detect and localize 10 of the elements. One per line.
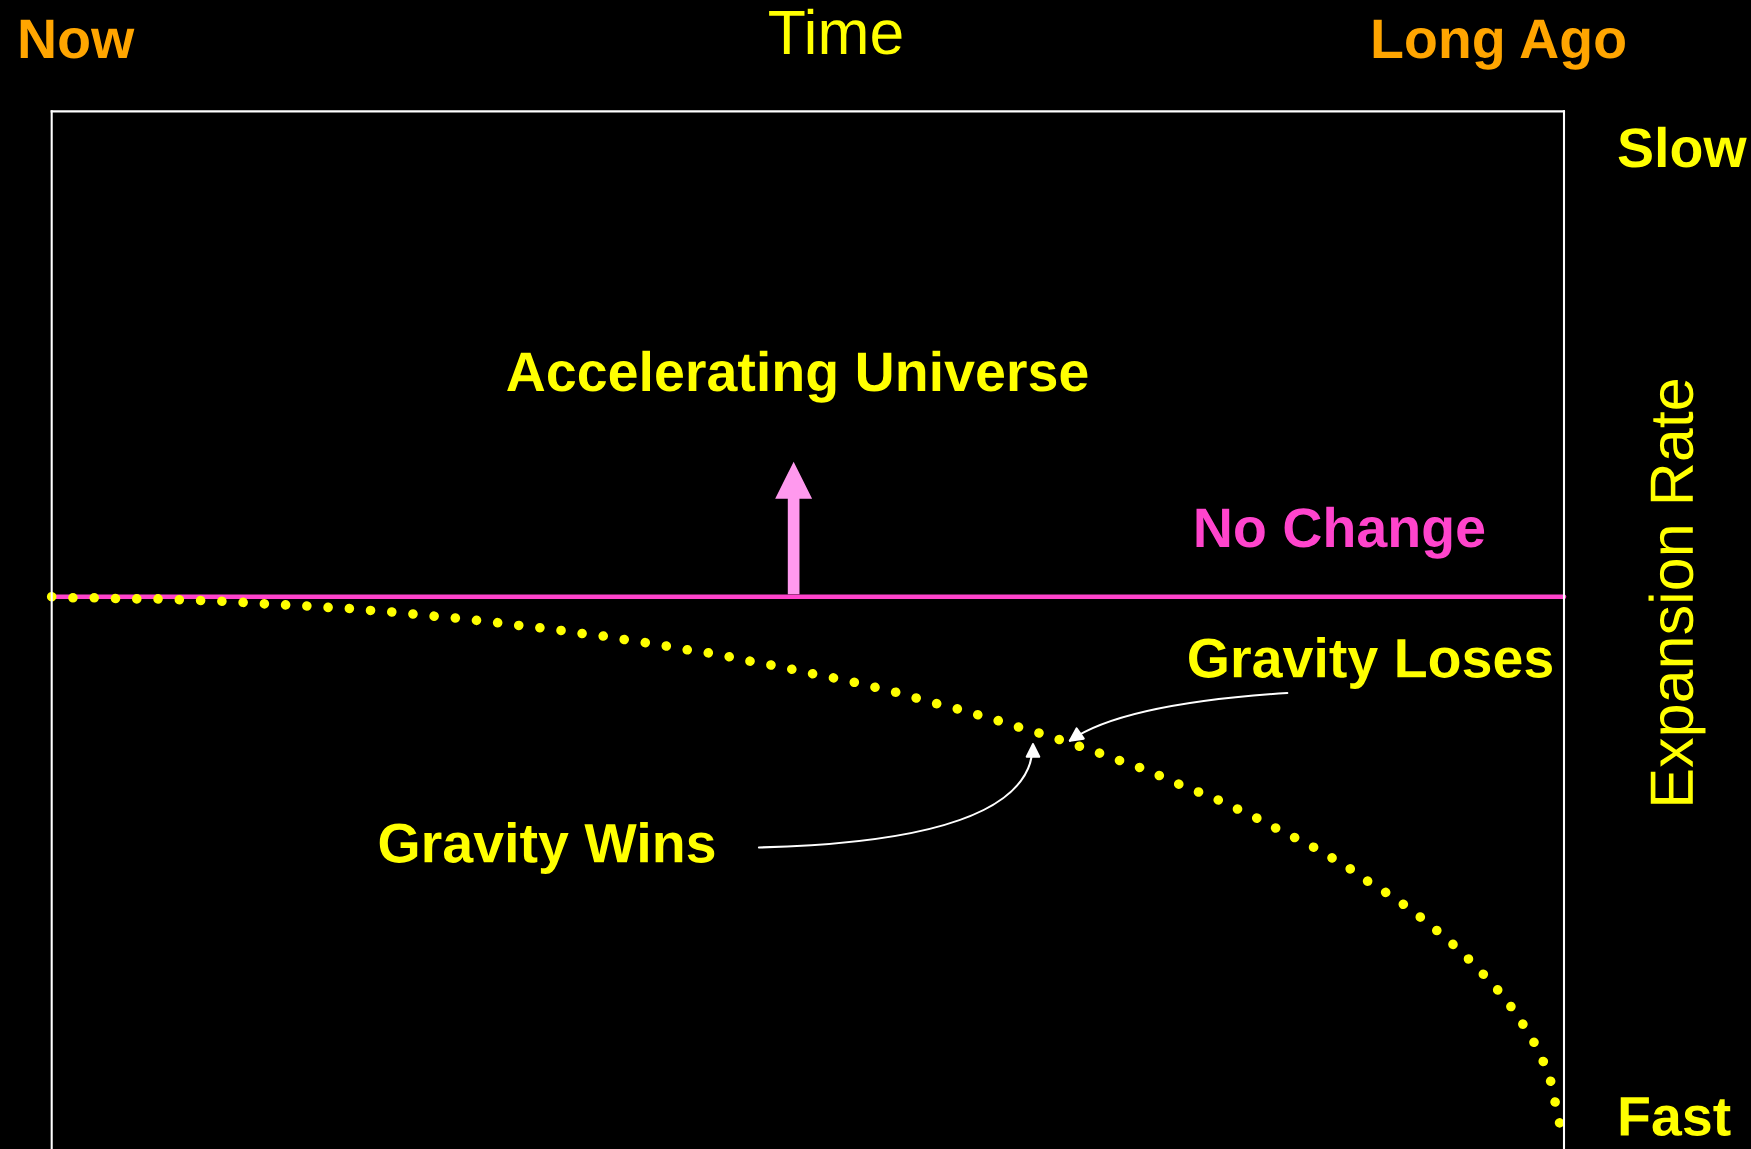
- text: Now: [20, 19, 135, 59]
- text: Time: [769, 8, 902, 55]
- annotation: Gravity Loses: [1189, 637, 1552, 689]
- series-label: No Change: [1196, 506, 1485, 559]
- y-axis-title: Expansion Rate: [1648, 379, 1706, 804]
- text: Fast: [1620, 1097, 1731, 1137]
- text: Accelerating Universe: [507, 350, 1088, 403]
- text: Slow: [1618, 126, 1747, 168]
- text: Long Ago: [1373, 19, 1625, 70]
- annotation: Gravity Wins: [379, 822, 715, 874]
